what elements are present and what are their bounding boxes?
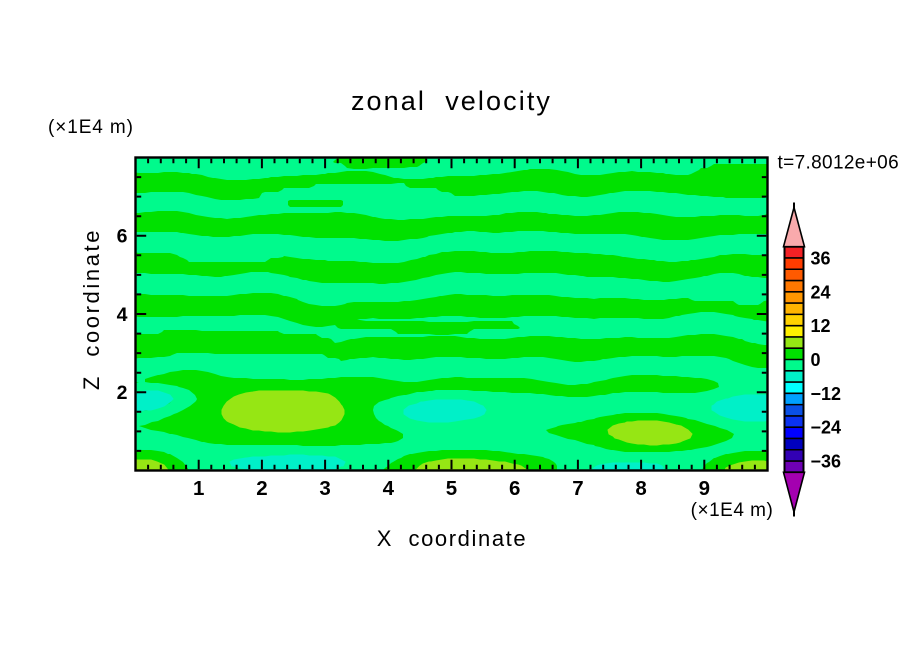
svg-text:9: 9 xyxy=(699,477,710,500)
svg-text:−24: −24 xyxy=(811,418,842,438)
svg-text:−12: −12 xyxy=(811,384,842,404)
svg-text:8: 8 xyxy=(635,477,646,500)
svg-text:4: 4 xyxy=(383,477,395,500)
svg-text:(×1E4 m): (×1E4 m) xyxy=(48,117,134,138)
svg-text:Z coordinate: Z coordinate xyxy=(79,228,104,390)
svg-text:6: 6 xyxy=(117,226,128,248)
svg-text:−36: −36 xyxy=(811,452,842,472)
svg-text:(×1E4 m): (×1E4 m) xyxy=(691,500,774,521)
svg-text:7: 7 xyxy=(572,477,583,500)
svg-text:24: 24 xyxy=(811,282,831,302)
svg-text:12: 12 xyxy=(811,316,831,336)
svg-text:2: 2 xyxy=(117,382,128,404)
svg-text:2: 2 xyxy=(256,477,267,500)
svg-text:zonal velocity: zonal velocity xyxy=(351,86,552,116)
svg-text:3: 3 xyxy=(319,477,330,500)
svg-text:t=7.8012e+06: t=7.8012e+06 xyxy=(778,153,899,174)
svg-text:4: 4 xyxy=(117,304,128,326)
svg-text:0: 0 xyxy=(811,350,821,370)
svg-text:1: 1 xyxy=(193,477,204,500)
svg-text:6: 6 xyxy=(509,477,520,500)
svg-text:36: 36 xyxy=(811,249,831,269)
svg-text:5: 5 xyxy=(446,477,457,500)
svg-text:X coordinate: X coordinate xyxy=(377,526,527,551)
